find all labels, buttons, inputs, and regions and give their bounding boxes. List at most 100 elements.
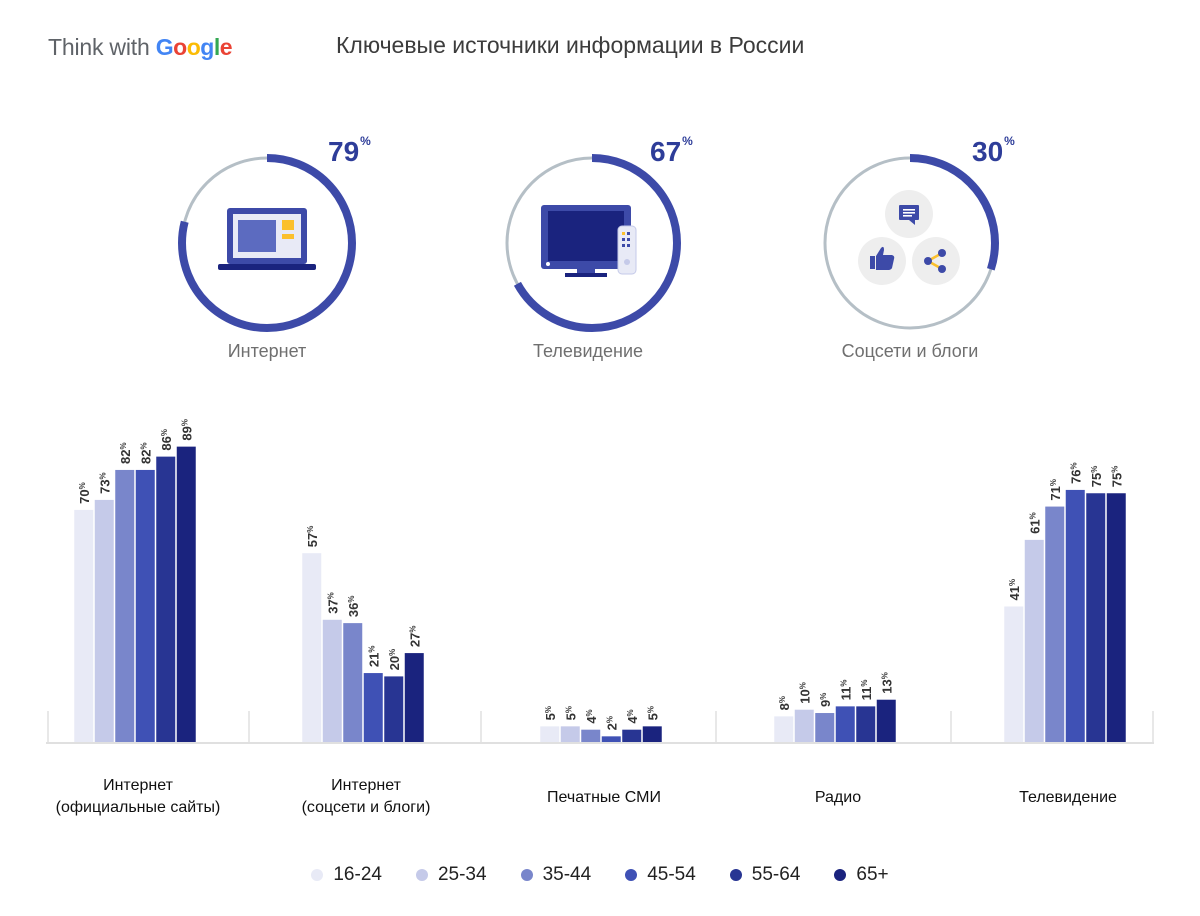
percent-sign: % [860,679,869,686]
donut-ring [821,154,999,332]
bar-value-label: 61% [1027,512,1042,534]
logo-letter: e [219,34,233,60]
legend-item: 25-34 [415,864,487,886]
donut-tv-label: Телевидение [532,341,644,361]
donut-tv-value: 67% [650,134,693,168]
percent-sign: % [388,649,397,656]
bar [363,673,383,743]
percent-sign: % [544,706,553,713]
bar-value-label: 41% [1007,579,1022,601]
bar [1065,489,1085,743]
chart-legend: 16-24 25-34 35-44 45-54 55-64 65+ [0,864,1200,886]
legend-item: 16-24 [311,864,382,886]
donut-internet-number: 79 [328,136,360,167]
bar [404,653,424,743]
percent-sign: % [306,526,315,533]
bar-value-label: 20% [387,649,402,671]
percent-sign: % [347,596,356,603]
tv-icon [541,205,637,277]
bar [560,726,580,743]
bar [176,446,196,743]
bar-value-label: 5% [563,706,578,720]
legend-swatch [729,869,742,881]
percent-sign: % [408,625,417,632]
bar-value-label: 11% [859,679,874,700]
axis-ticks [47,711,1154,743]
bar [1045,506,1065,743]
percent-sign: % [1028,512,1037,519]
share-icon [912,237,960,285]
bars-layer: 70% 73% 82% 82% 86% 89% 57% 37% 36% 21% 20% 27% 5% 5%… [74,419,1126,743]
bar [1004,606,1024,743]
bar-value-label: 10% [797,682,812,704]
page-title: Ключевые источники информации в России [336,32,805,58]
bar [74,509,94,743]
logo-letter: G [155,34,174,60]
bar-value-label: 11% [838,679,853,700]
percent-sign: % [880,672,889,679]
bar [384,676,404,743]
bar-value-label: 37% [325,592,340,614]
donut-social-number: 30 [972,136,1004,167]
bar [876,699,896,743]
category-label: Интернет (официальные сайты) [55,777,221,816]
bar-value-label: 4% [625,709,640,723]
bar-value-label: 5% [543,706,558,720]
bar [135,469,155,743]
percent-sign: % [646,706,655,713]
bar [1106,493,1126,743]
legend-item: 55-64 [729,864,800,886]
percent-sign: % [1090,466,1099,473]
bar [581,729,601,743]
donut-tv [497,148,687,338]
percent-sign: % [778,696,787,703]
bar-value-label: 76% [1068,462,1083,484]
bar-value-label: 21% [366,645,381,667]
bar-value-label: 75% [1109,466,1124,488]
percent-sign: % [160,429,169,436]
bar [794,709,814,743]
legend-label: 16-24 [333,864,382,885]
percent-sign: % [367,645,376,652]
bar-value-label: 2% [604,716,619,730]
percent-sign: % [1008,579,1017,586]
legend-item: 45-54 [625,864,696,886]
percent-sign: % [839,679,848,686]
logo-letter: o [173,34,187,60]
legend-label: 45-54 [647,864,696,885]
bar-value-label: 70% [77,482,92,504]
logo-letter: g [200,34,214,60]
donut-internet-label: Интернет [227,341,307,361]
legend-swatch [834,869,847,881]
bar [622,729,642,743]
donut-ring [178,154,356,332]
percent-sign: % [605,716,614,723]
bar [642,726,662,743]
category-label: Радио [814,789,862,806]
legend-item: 65+ [834,864,889,886]
logo-brand: Google [155,34,233,60]
percent-sign: % [798,682,807,689]
bar [1086,493,1106,743]
bar-value-label: 89% [179,419,194,441]
percent-sign: % [326,592,335,599]
bar-value-label: 36% [346,596,361,618]
bar-value-label: 13% [879,672,894,694]
percent-sign: % [119,442,128,449]
legend-label: 65+ [856,864,889,885]
bar [302,553,322,743]
donut-social-value: 30% [972,134,1015,168]
category-label: Телевидение [1019,789,1117,806]
donut-ring [503,154,681,332]
bar [156,456,176,743]
percent-sign: % [682,134,693,148]
bar-value-label: 73% [97,472,112,494]
legend-swatch [520,869,533,881]
percent-sign: % [139,442,148,449]
bar-value-label: 86% [159,429,174,451]
bar-value-label: 82% [118,442,133,464]
bar [774,716,794,743]
percent-sign: % [1110,466,1119,473]
percent-sign: % [626,709,635,716]
percent-sign: % [180,419,189,426]
